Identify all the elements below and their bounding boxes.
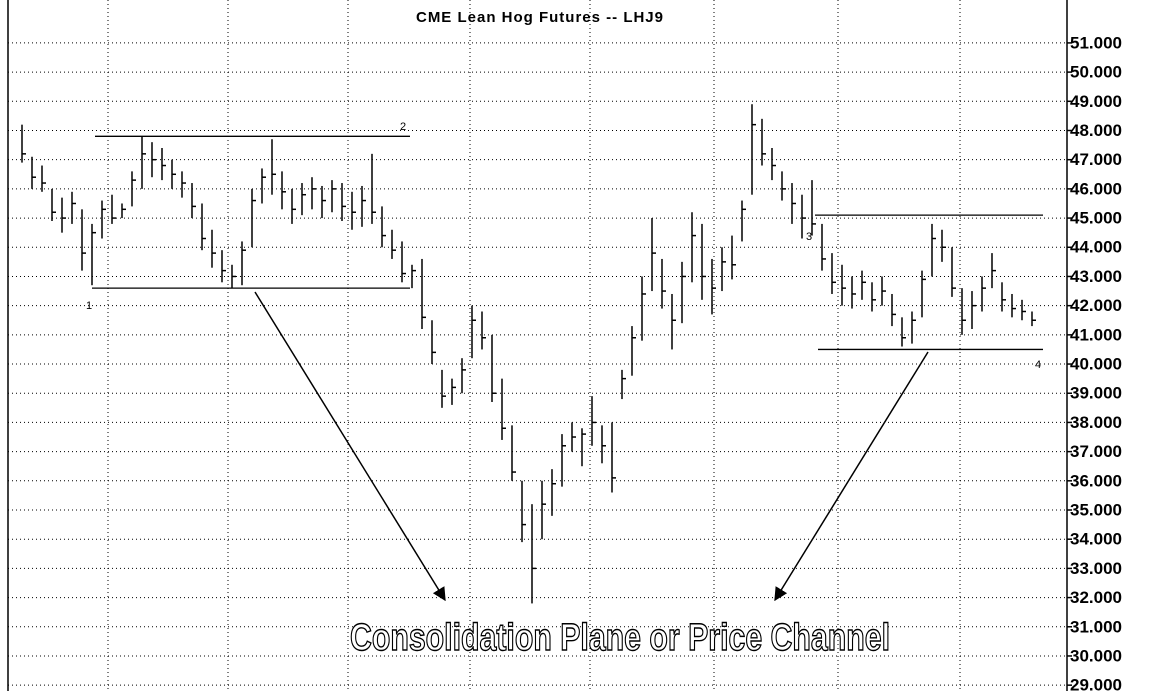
y-tick-label: 41.000	[1070, 325, 1122, 344]
plot: 29.000 30.000 31.000 32.000 33.000 34.000 35.0…	[8, 33, 1122, 691]
y-tick-label: 49.000	[1070, 92, 1122, 111]
y-tick-label: 51.000	[1070, 33, 1122, 52]
y-tick-label: 43.000	[1070, 267, 1122, 286]
y-tick-label: 47.000	[1070, 150, 1122, 169]
y-tick-label: 31.000	[1070, 617, 1122, 636]
y-tick-label: 36.000	[1070, 471, 1122, 490]
y-tick-label: 33.000	[1070, 559, 1122, 578]
y-tick-label: 50.000	[1070, 63, 1122, 82]
y-tick-label: 32.000	[1070, 588, 1122, 607]
y-tick-label: 45.000	[1070, 209, 1122, 228]
level-label: 2	[400, 121, 406, 133]
y-tick-label: 40.000	[1070, 355, 1122, 374]
y-tick-label: 30.000	[1070, 646, 1122, 665]
y-tick-label: 35.000	[1070, 500, 1122, 519]
y-tick-label: 42.000	[1070, 296, 1122, 315]
level-label: 3	[806, 231, 812, 243]
arrow	[254, 291, 446, 602]
y-tick-label: 37.000	[1070, 442, 1122, 461]
y-tick-label: 34.000	[1070, 530, 1122, 549]
y-tick-label: 48.000	[1070, 121, 1122, 140]
y-tick-label: 46.000	[1070, 179, 1122, 198]
y-tick-label: 29.000	[1070, 676, 1122, 691]
y-tick-label: 38.000	[1070, 413, 1122, 432]
annotation: Consolidation Plane or Price Channel	[350, 617, 890, 659]
level-label: 1	[86, 300, 92, 312]
level-label: 4	[1035, 359, 1041, 371]
arrow	[774, 351, 929, 602]
y-tick-label: 44.000	[1070, 238, 1122, 257]
chart-title: CME Lean Hog Futures -- LHJ9	[416, 9, 664, 26]
y-tick-label: 39.000	[1070, 384, 1122, 403]
